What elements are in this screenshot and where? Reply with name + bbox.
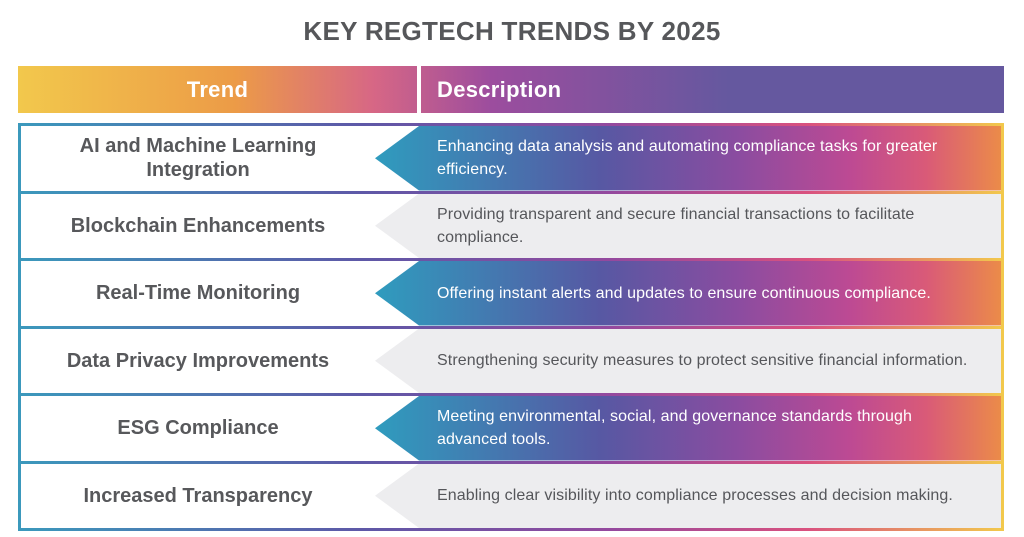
trend-cell: Blockchain Enhancements (21, 194, 375, 259)
trend-cell: Real-Time Monitoring (21, 261, 375, 326)
description-column-header: Description (437, 76, 562, 102)
trend-cell: AI and Machine Learning Integration (21, 126, 375, 191)
description-text: Enabling clear visibility into complianc… (437, 487, 953, 505)
table-row: AI and Machine Learning Integration Enha… (21, 126, 1001, 191)
description-text: Offering instant alerts and updates to e… (437, 284, 931, 302)
table-body: AI and Machine Learning Integration Enha… (18, 123, 1004, 531)
trend-cell: ESG Compliance (21, 396, 375, 461)
table-row: Blockchain Enhancements Providing transp… (21, 193, 1001, 259)
trend-column-header: Trend (186, 76, 249, 102)
trend-cell: Increased Transparency (21, 464, 375, 529)
trend-label: Data Privacy Improvements (66, 349, 330, 372)
table-row: Real-Time Monitoring Offering instant al… (21, 261, 1001, 326)
description-arrow: Offering instant alerts and updates to e… (375, 261, 1001, 326)
trend-label: ESG Compliance (117, 417, 279, 440)
header-cell-trend: Trend (18, 66, 417, 113)
table-row: Increased Transparency Enabling clear vi… (21, 463, 1001, 529)
column-divider (417, 66, 421, 113)
trend-label: Real-Time Monitoring (95, 282, 301, 305)
table-row: Data Privacy Improvements Strengthening … (21, 328, 1001, 394)
trend-label: AI and Machine Learning Integration (79, 135, 317, 182)
description-text: Enhancing data analysis and automating c… (437, 138, 938, 179)
description-text: Strengthening security measures to prote… (437, 352, 968, 370)
table-row: ESG Compliance Meeting environmental, so… (21, 396, 1001, 461)
description-arrow: Meeting environmental, social, and gover… (375, 396, 1001, 461)
trend-label: Increased Transparency (83, 484, 313, 507)
description-arrow: Enhancing data analysis and automating c… (375, 126, 1001, 191)
description-text: Meeting environmental, social, and gover… (437, 408, 913, 449)
description-arrow: Strengthening security measures to prote… (375, 328, 1001, 393)
table-header: Trend Description (18, 66, 1004, 113)
page-title: KEY REGTECH TRENDS BY 2025 (303, 16, 721, 46)
trend-cell: Data Privacy Improvements (21, 329, 375, 394)
description-arrow: Enabling clear visibility into complianc… (375, 463, 1001, 528)
description-arrow: Providing transparent and secure financi… (375, 193, 1001, 258)
header-cell-description: Description (421, 66, 1004, 113)
description-text: Providing transparent and secure financi… (437, 205, 915, 246)
trend-label: Blockchain Enhancements (70, 214, 326, 237)
